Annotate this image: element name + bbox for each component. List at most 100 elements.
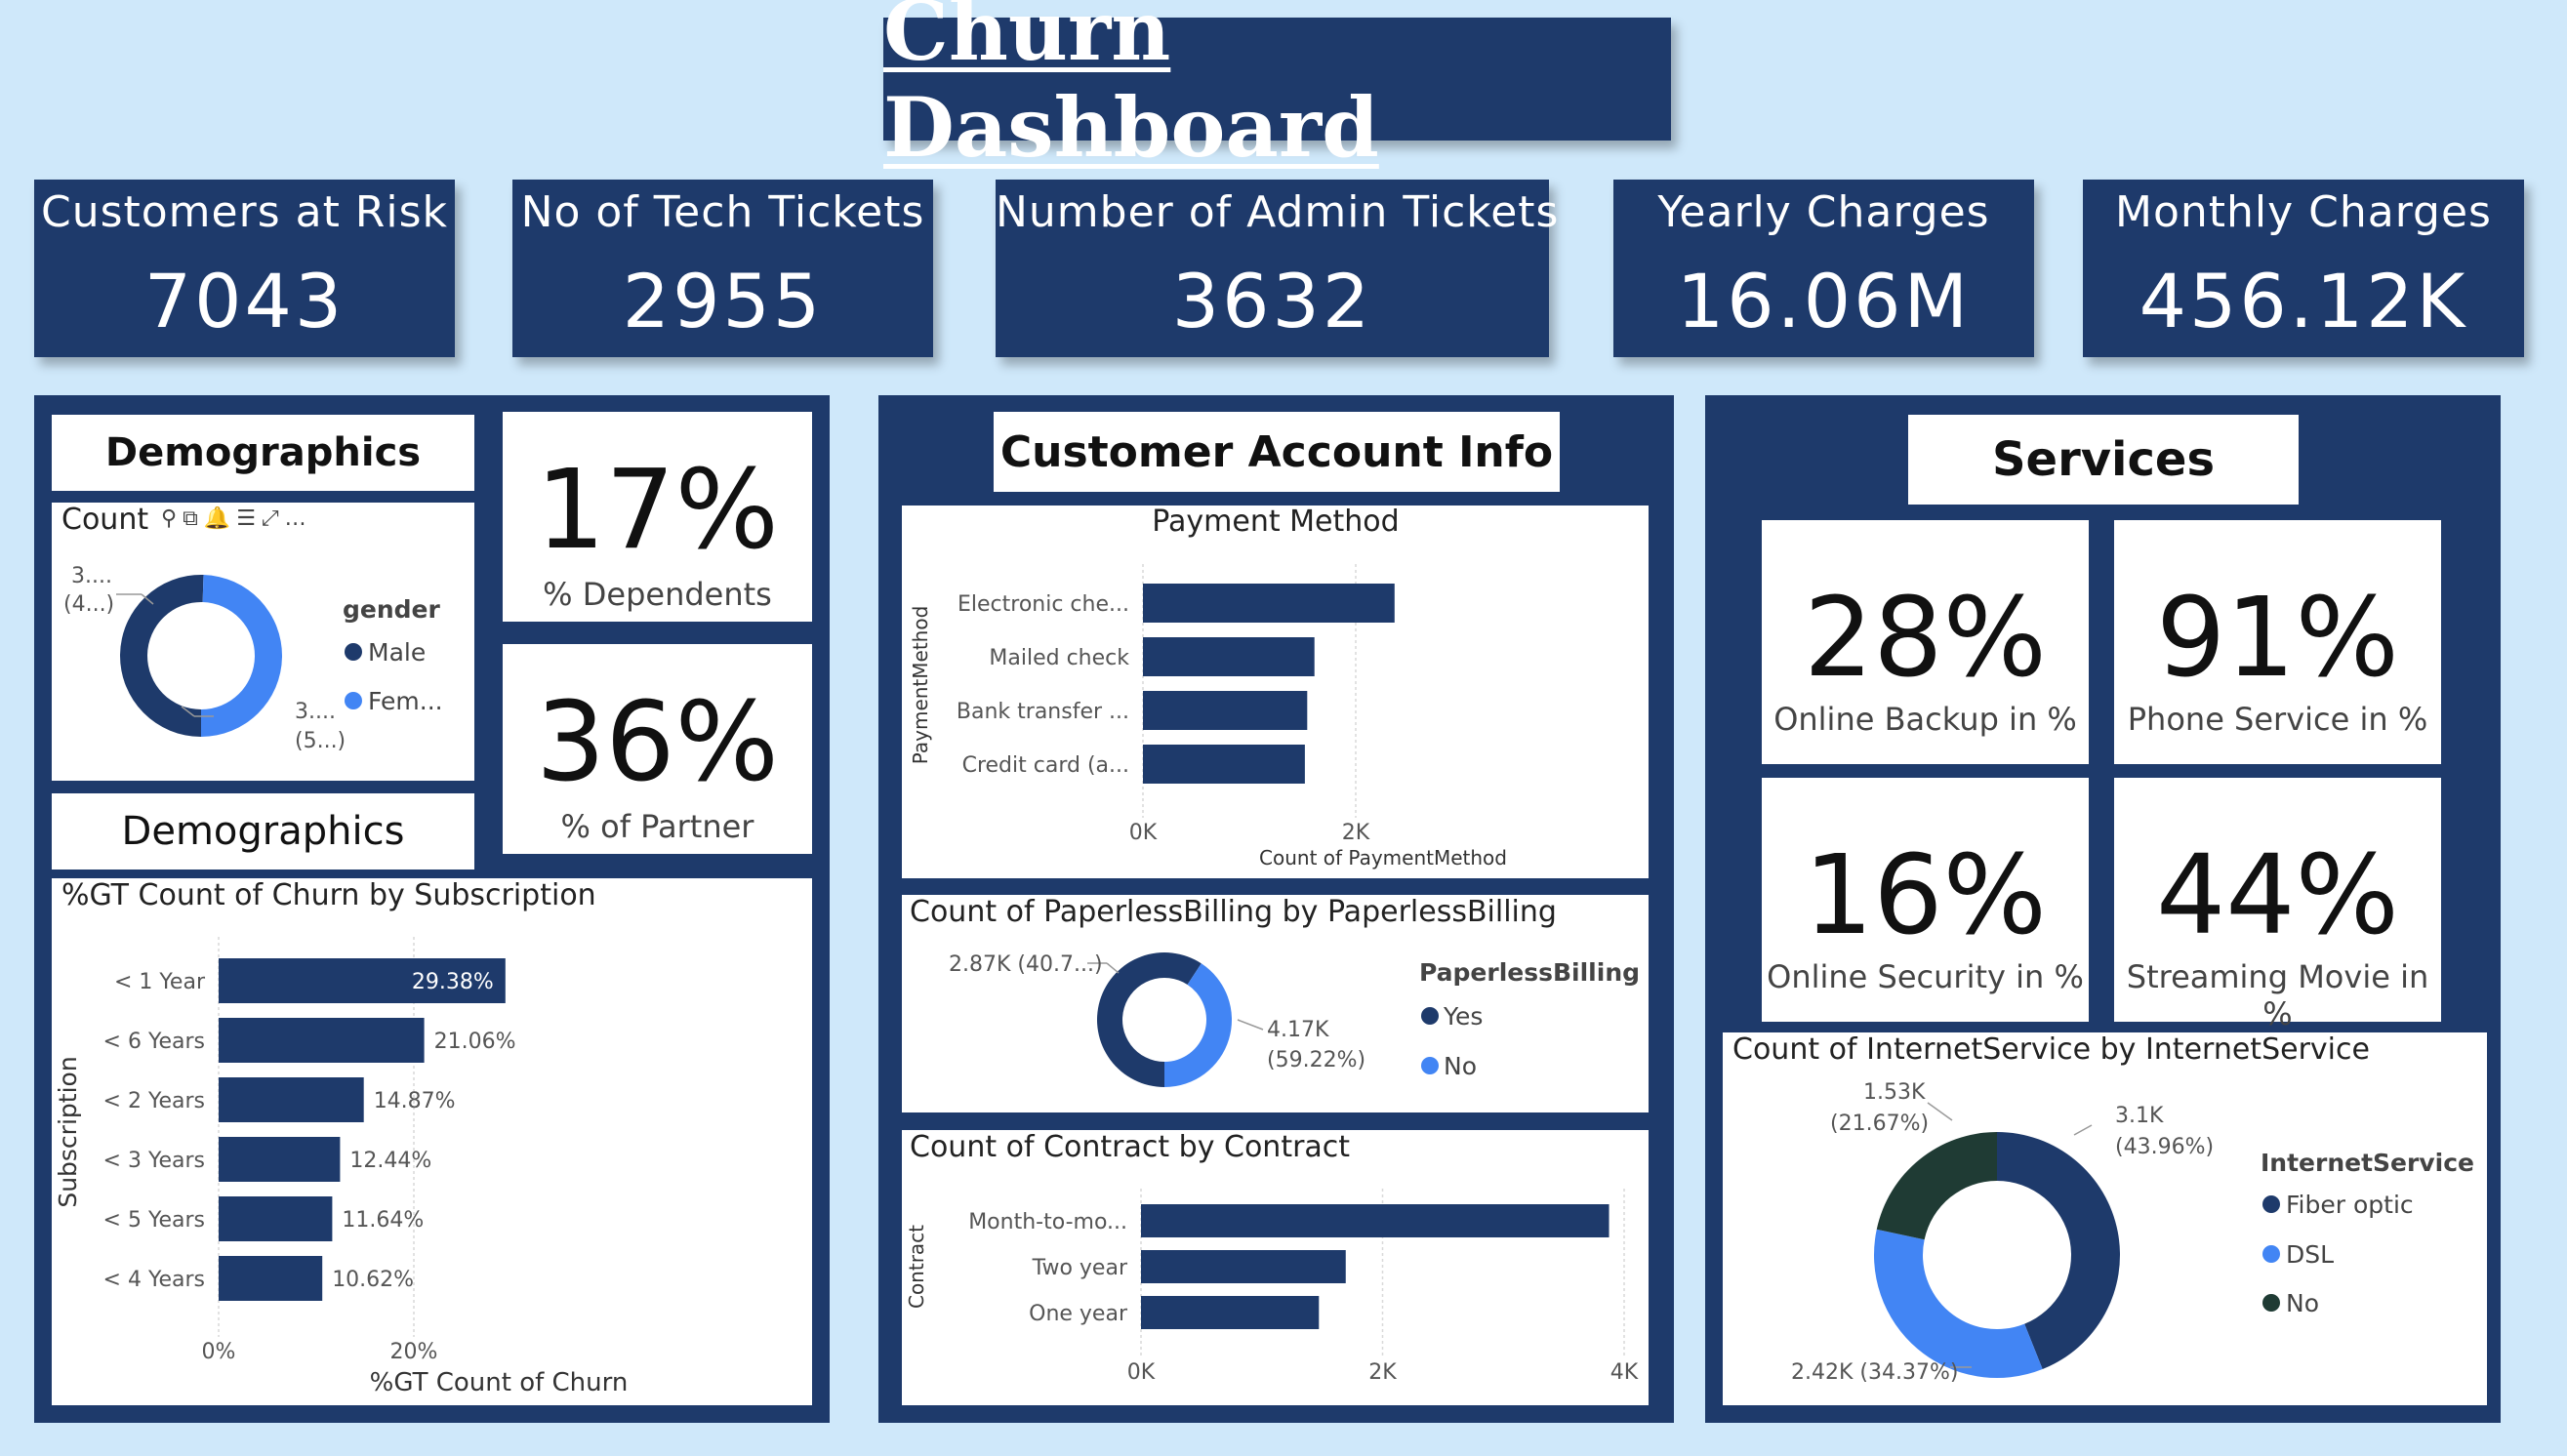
kpi-monthly-charges[interactable]: Monthly Charges 456.12K bbox=[2083, 180, 2524, 357]
category-label: < 4 Years bbox=[103, 1268, 205, 1292]
donut-slice-female[interactable] bbox=[201, 575, 283, 737]
online-security-label: Online Security in % bbox=[1767, 958, 2084, 995]
gender-donut-svg: 3.... (4...) 3.... (5...) gender Male Fe… bbox=[63, 564, 443, 753]
visual-toolbar[interactable]: ⚲⧉🔔☰⤢… bbox=[161, 506, 312, 531]
online-backup-card[interactable]: 28% Online Backup in % bbox=[1762, 520, 2089, 764]
paperless-legend-no[interactable]: No bbox=[1444, 1052, 1477, 1080]
kpi-value: 3632 bbox=[1171, 258, 1373, 344]
category-label: Month-to-mo... bbox=[968, 1210, 1127, 1234]
contract-chart-svg: Month-to-mo... Two year One year 0K 2K 4K Con… bbox=[905, 1189, 1639, 1385]
category-label: < 1 Year bbox=[114, 970, 206, 994]
donut-slice-dsl[interactable] bbox=[1874, 1229, 2043, 1378]
demographics-header: Demographics bbox=[52, 415, 474, 491]
partner-card[interactable]: 36% % of Partner bbox=[503, 644, 812, 854]
internet-legend-title: InternetService bbox=[2261, 1149, 2474, 1177]
category-label: Mailed check bbox=[989, 646, 1129, 670]
kpi-label: Yearly Charges bbox=[1657, 187, 1990, 237]
bar-1[interactable] bbox=[219, 1018, 425, 1063]
donut-slice-no[interactable] bbox=[1164, 963, 1232, 1087]
phone-service-label: Phone Service in % bbox=[2127, 701, 2428, 738]
copy-icon[interactable]: ⧉ bbox=[183, 506, 204, 531]
subscription-chart-card[interactable]: %GT Count of Churn by Subscription < 1 Y… bbox=[52, 878, 812, 1405]
paperless-label-yes-top: 4.17K bbox=[1267, 1018, 1329, 1042]
donut-slice-male[interactable] bbox=[120, 575, 204, 737]
payment-x-label: Count of PaymentMethod bbox=[1259, 846, 1507, 870]
online-security-card[interactable]: 16% Online Security in % bbox=[1762, 778, 2089, 1022]
paperless-legend-yes[interactable]: Yes bbox=[1443, 1002, 1483, 1031]
online-backup-label: Online Backup in % bbox=[1773, 701, 2077, 738]
internet-legend-dsl[interactable]: DSL bbox=[2286, 1240, 2334, 1269]
internet-label-no-top: 1.53K bbox=[1863, 1080, 1926, 1105]
bar-1[interactable] bbox=[1143, 637, 1315, 676]
bar-2[interactable] bbox=[219, 1077, 364, 1122]
gender-chart-title: Count bbox=[61, 503, 149, 537]
gender-label-female-bottom: (4...) bbox=[63, 592, 114, 617]
internet-label-no-bottom: (21.67%) bbox=[1830, 1112, 1929, 1136]
gender-legend-title: gender bbox=[343, 595, 441, 624]
gender-label-male-top: 3.... bbox=[295, 700, 336, 724]
paperless-chart-title: Count of PaperlessBilling by PaperlessBi… bbox=[910, 895, 1557, 929]
subscription-y-label: Subscription bbox=[54, 1056, 82, 1207]
category-label: Two year bbox=[1032, 1256, 1128, 1280]
gender-legend-female[interactable]: Fem... bbox=[368, 687, 443, 715]
gender-legend-male[interactable]: Male bbox=[368, 638, 426, 667]
donut-slice-fiber-optic[interactable] bbox=[1997, 1132, 2120, 1370]
gender-donut-card[interactable]: Count ⚲⧉🔔☰⤢… 3.... (4...) 3.... (5...) g… bbox=[52, 503, 474, 781]
bar-2[interactable] bbox=[1143, 691, 1308, 730]
bell-icon[interactable]: 🔔 bbox=[203, 506, 237, 531]
pin-icon[interactable]: ⚲ bbox=[161, 506, 183, 531]
subscription-x-label: %GT Count of Churn bbox=[370, 1368, 629, 1397]
donut-slice-yes[interactable] bbox=[1097, 952, 1202, 1087]
bar-3[interactable] bbox=[1143, 745, 1305, 784]
kpi-tech-tickets[interactable]: No of Tech Tickets 2955 bbox=[512, 180, 933, 357]
kpi-value: 2955 bbox=[622, 258, 824, 344]
x-tick-label: 0% bbox=[202, 1340, 236, 1364]
category-label: < 5 Years bbox=[103, 1208, 205, 1233]
streaming-movie-card[interactable]: 44% Streaming Movie in % bbox=[2114, 778, 2441, 1032]
kpi-customers-at-risk[interactable]: Customers at Risk 7043 bbox=[34, 180, 455, 357]
more-options-icon[interactable]: … bbox=[284, 506, 312, 531]
bar-0[interactable] bbox=[1141, 1204, 1609, 1237]
legend-marker-male bbox=[345, 643, 362, 661]
dependents-value: 17% bbox=[536, 447, 779, 574]
contract-chart-card[interactable]: Count of Contract by Contract Month-to-m… bbox=[902, 1130, 1649, 1405]
internet-donut-card[interactable]: Count of InternetService by InternetServ… bbox=[1723, 1032, 2487, 1405]
bar-3[interactable] bbox=[219, 1137, 341, 1182]
kpi-admin-tickets[interactable]: Number of Admin Tickets 3632 bbox=[996, 180, 1560, 357]
bar-0[interactable] bbox=[1143, 584, 1395, 623]
phone-service-value: 91% bbox=[2156, 575, 2399, 702]
value-label: 12.44% bbox=[349, 1149, 431, 1173]
demographics-section-label: Demographics bbox=[52, 793, 474, 870]
category-label: Electronic che... bbox=[958, 592, 1129, 617]
phone-service-card[interactable]: 91% Phone Service in % bbox=[2114, 520, 2441, 764]
kpi-yearly-charges[interactable]: Yearly Charges 16.06M bbox=[1613, 180, 2034, 357]
contract-chart-title: Count of Contract by Contract bbox=[910, 1130, 1351, 1164]
kpi-label: Number of Admin Tickets bbox=[996, 187, 1560, 237]
payment-y-label: PaymentMethod bbox=[909, 606, 932, 765]
internet-legend-fiber[interactable]: Fiber optic bbox=[2286, 1191, 2414, 1219]
bar-5[interactable] bbox=[219, 1256, 323, 1301]
gender-label-female-top: 3.... bbox=[71, 564, 112, 588]
partner-value: 36% bbox=[536, 679, 779, 806]
bar-4[interactable] bbox=[219, 1196, 333, 1241]
payment-chart-card[interactable]: Payment Method Electronic che... Mailed c… bbox=[902, 506, 1649, 878]
online-backup-value: 28% bbox=[1804, 575, 2047, 702]
kpi-value: 456.12K bbox=[2139, 258, 2468, 344]
filter-icon[interactable]: ☰ bbox=[236, 506, 262, 531]
paperless-donut-card[interactable]: Count of PaperlessBilling by PaperlessBi… bbox=[902, 895, 1649, 1112]
bar-1[interactable] bbox=[1141, 1250, 1346, 1283]
donut-slice-no[interactable] bbox=[1876, 1132, 1997, 1240]
kpi-label: No of Tech Tickets bbox=[520, 187, 925, 237]
legend-marker-female bbox=[345, 692, 362, 709]
bar-2[interactable] bbox=[1141, 1296, 1320, 1329]
paperless-legend-title: PaperlessBilling bbox=[1419, 958, 1640, 987]
gender-label-male-bottom: (5...) bbox=[295, 729, 346, 753]
legend-marker-no bbox=[1421, 1057, 1439, 1074]
focus-icon[interactable]: ⤢ bbox=[261, 506, 285, 531]
internet-label-fiber-bottom: (43.96%) bbox=[2115, 1135, 2214, 1159]
bar-0[interactable] bbox=[219, 958, 506, 1003]
internet-legend-no[interactable]: No bbox=[2286, 1289, 2319, 1317]
x-tick-label: 4K bbox=[1610, 1360, 1639, 1385]
dependents-card[interactable]: 17% % Dependents bbox=[503, 412, 812, 622]
dashboard-title-box: Churn Dashboard bbox=[883, 0, 1671, 176]
